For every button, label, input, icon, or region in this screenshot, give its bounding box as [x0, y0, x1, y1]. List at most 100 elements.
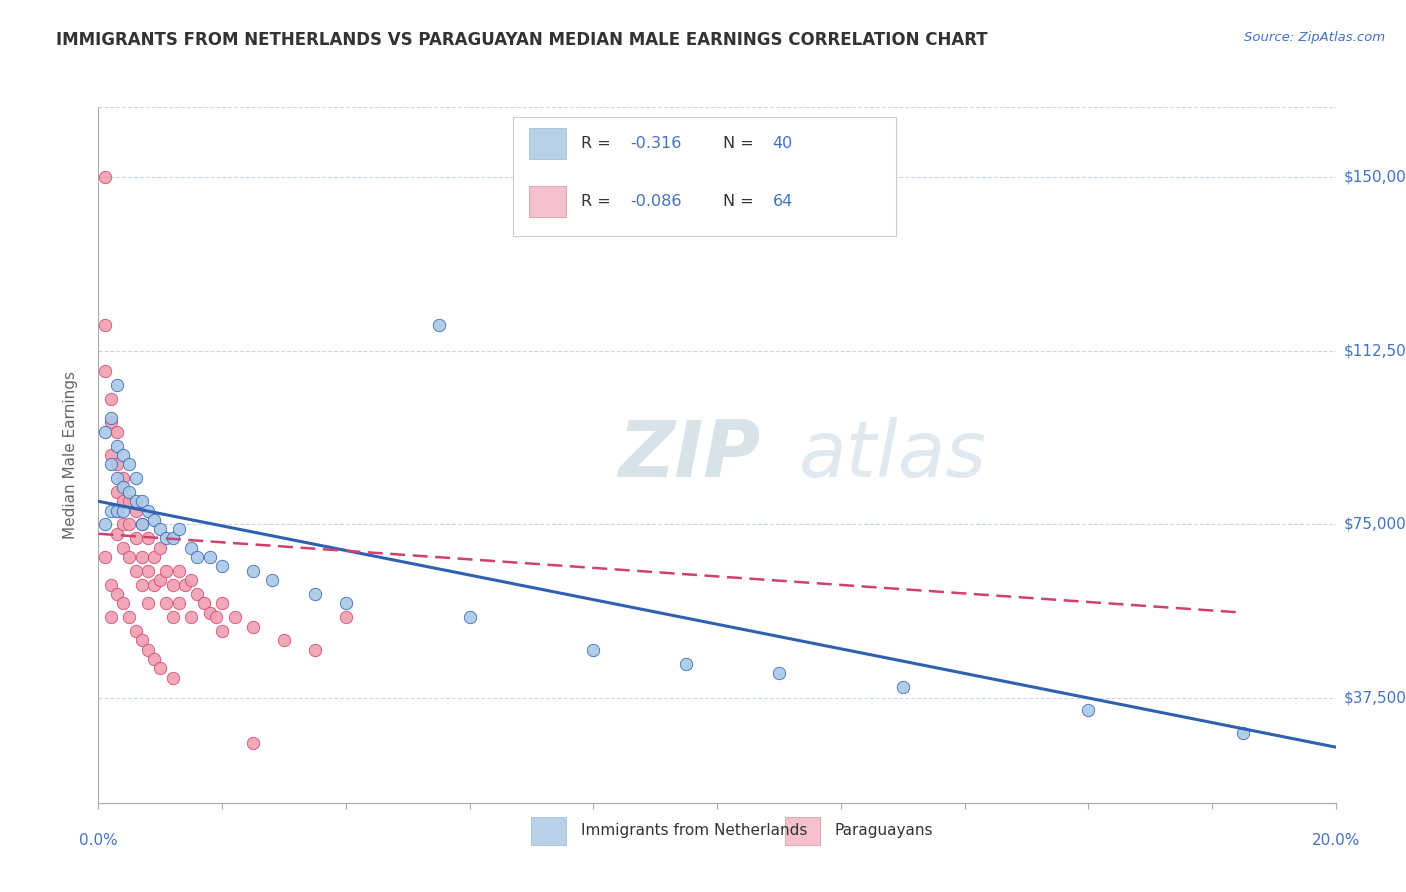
- Point: [582, 642, 605, 657]
- Point: [242, 735, 264, 749]
- Point: [131, 578, 153, 592]
- Point: [112, 503, 135, 517]
- Text: atlas: atlas: [799, 417, 987, 493]
- Point: [335, 610, 357, 624]
- Text: -0.316: -0.316: [630, 136, 682, 152]
- Point: [136, 532, 159, 546]
- Point: [118, 517, 141, 532]
- Text: $75,000: $75,000: [1344, 517, 1406, 532]
- Point: [149, 541, 172, 555]
- FancyBboxPatch shape: [513, 118, 897, 235]
- Point: [186, 549, 208, 564]
- Point: [198, 549, 221, 564]
- Y-axis label: Median Male Earnings: Median Male Earnings: [63, 371, 77, 539]
- Point: [93, 549, 115, 564]
- Point: [167, 522, 190, 536]
- Point: [118, 610, 141, 624]
- Text: 40: 40: [773, 136, 793, 152]
- Point: [143, 513, 166, 527]
- Point: [105, 471, 128, 485]
- Text: $150,000: $150,000: [1344, 169, 1406, 184]
- Point: [143, 652, 166, 666]
- Point: [105, 425, 128, 439]
- Point: [143, 549, 166, 564]
- Point: [124, 532, 146, 546]
- Point: [124, 503, 146, 517]
- Point: [124, 624, 146, 639]
- Point: [273, 633, 295, 648]
- Point: [105, 457, 128, 471]
- Point: [93, 425, 115, 439]
- Point: [155, 532, 177, 546]
- Point: [112, 541, 135, 555]
- Point: [105, 503, 128, 517]
- Point: [304, 587, 326, 601]
- Point: [100, 416, 122, 430]
- Text: ZIP: ZIP: [619, 417, 761, 493]
- Point: [242, 564, 264, 578]
- Point: [162, 671, 184, 685]
- Point: [768, 665, 790, 680]
- Text: Source: ZipAtlas.com: Source: ZipAtlas.com: [1244, 31, 1385, 45]
- Text: N =: N =: [723, 194, 759, 209]
- Point: [260, 573, 283, 587]
- Point: [162, 578, 184, 592]
- Point: [136, 564, 159, 578]
- FancyBboxPatch shape: [529, 186, 567, 217]
- Point: [149, 573, 172, 587]
- Point: [93, 364, 115, 378]
- Point: [167, 596, 190, 610]
- Point: [167, 564, 190, 578]
- Point: [149, 522, 172, 536]
- Point: [131, 633, 153, 648]
- Text: 64: 64: [773, 194, 793, 209]
- Point: [93, 318, 115, 332]
- Point: [112, 448, 135, 462]
- Point: [100, 578, 122, 592]
- Point: [193, 596, 215, 610]
- FancyBboxPatch shape: [531, 817, 567, 845]
- Point: [100, 457, 122, 471]
- Point: [143, 578, 166, 592]
- Point: [100, 410, 122, 425]
- Point: [162, 532, 184, 546]
- Point: [100, 448, 122, 462]
- Point: [131, 517, 153, 532]
- Text: IMMIGRANTS FROM NETHERLANDS VS PARAGUAYAN MEDIAN MALE EARNINGS CORRELATION CHART: IMMIGRANTS FROM NETHERLANDS VS PARAGUAYA…: [56, 31, 988, 49]
- Point: [118, 494, 141, 508]
- Point: [112, 596, 135, 610]
- Point: [105, 378, 128, 392]
- Point: [118, 485, 141, 500]
- Text: R =: R =: [581, 136, 616, 152]
- Text: -0.086: -0.086: [630, 194, 682, 209]
- Point: [180, 610, 202, 624]
- Point: [136, 503, 159, 517]
- Point: [93, 169, 115, 184]
- Text: Paraguayans: Paraguayans: [835, 823, 934, 838]
- Text: 0.0%: 0.0%: [79, 833, 118, 848]
- Point: [162, 610, 184, 624]
- FancyBboxPatch shape: [529, 128, 567, 159]
- Point: [112, 517, 135, 532]
- Point: [105, 526, 128, 541]
- Point: [124, 564, 146, 578]
- Point: [136, 596, 159, 610]
- Point: [118, 549, 141, 564]
- Point: [100, 503, 122, 517]
- Point: [131, 549, 153, 564]
- Point: [149, 661, 172, 675]
- Point: [458, 610, 481, 624]
- Point: [211, 596, 233, 610]
- Point: [174, 578, 197, 592]
- Point: [131, 517, 153, 532]
- Point: [100, 610, 122, 624]
- Point: [335, 596, 357, 610]
- FancyBboxPatch shape: [785, 817, 820, 845]
- Point: [124, 494, 146, 508]
- Text: $112,500: $112,500: [1344, 343, 1406, 358]
- Point: [242, 619, 264, 633]
- Point: [186, 587, 208, 601]
- Point: [118, 457, 141, 471]
- Point: [211, 624, 233, 639]
- Point: [180, 541, 202, 555]
